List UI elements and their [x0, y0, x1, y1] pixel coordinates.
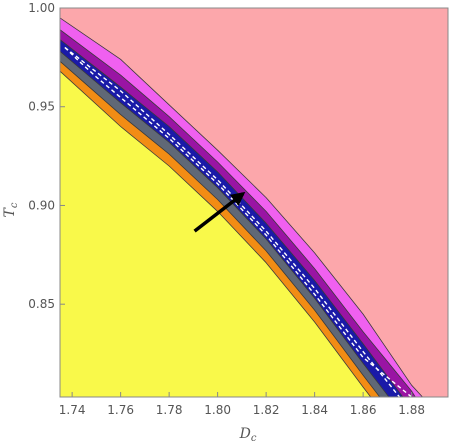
- region-band-5: [60, 70, 448, 397]
- plot-area: [60, 8, 448, 397]
- y-axis: 0.85 0.90 0.95 1.00: [28, 1, 65, 311]
- dashed-curve-1: [64, 46, 413, 397]
- dashed-curve-0: [64, 46, 401, 397]
- x-tick-label: 1.78: [156, 403, 183, 417]
- y-tick-label: 0.95: [28, 100, 55, 114]
- x-tick-label: 1.84: [301, 403, 328, 417]
- y-tick-label: 1.00: [28, 1, 55, 15]
- x-tick-label: 1.80: [204, 403, 231, 417]
- x-tick-label: 1.74: [59, 403, 86, 417]
- y-axis-label: Tc: [2, 202, 20, 217]
- x-tick-label: 1.82: [253, 403, 280, 417]
- y-tick-label: 0.85: [28, 297, 55, 311]
- x-axis: 1.74 1.76 1.78 1.80 1.82 1.84 1.86 1.88: [59, 392, 425, 417]
- y-tick-label: 0.90: [28, 198, 55, 212]
- plot-frame: [59, 7, 449, 398]
- x-tick-label: 1.86: [350, 403, 377, 417]
- x-axis-label: Dc: [239, 426, 257, 444]
- annotation-layer: [193, 191, 246, 233]
- x-tick-label: 1.88: [398, 403, 425, 417]
- arrow-annotation-0: [193, 191, 246, 233]
- x-tick-label: 1.76: [107, 403, 134, 417]
